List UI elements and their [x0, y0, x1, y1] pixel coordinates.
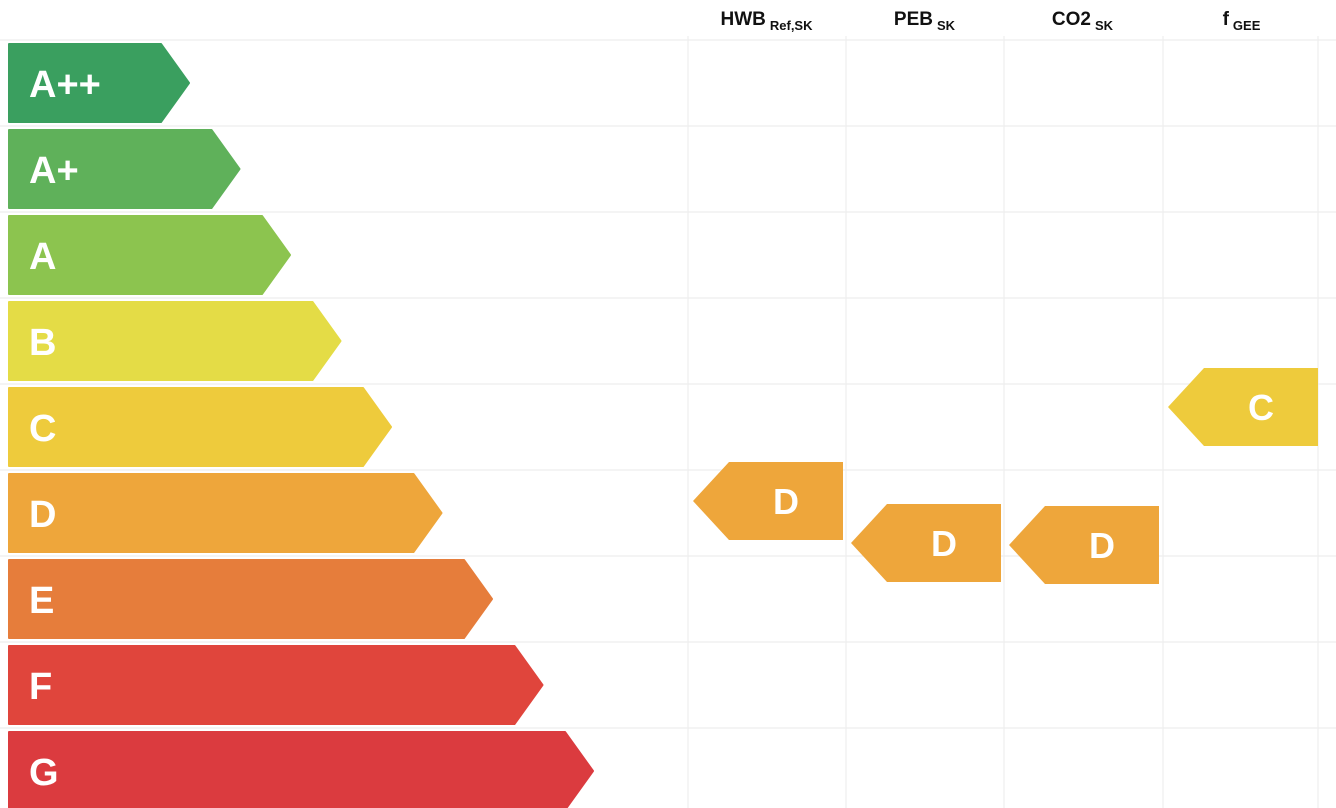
column-header-hwb-main: HWB: [720, 9, 766, 30]
rating-label-hwb: D: [773, 481, 799, 522]
class-label-e: E: [29, 580, 54, 622]
class-label-a: A: [29, 236, 56, 278]
class-arrow-a: [8, 215, 291, 295]
class-label-aplusplus: A++: [29, 64, 101, 106]
rating-arrow-peb: [851, 504, 1001, 582]
rating-label-f: C: [1248, 387, 1274, 428]
rating-arrow-hwb: [693, 462, 843, 540]
class-label-f: F: [29, 666, 52, 708]
class-label-c: C: [29, 408, 56, 450]
class-arrow-c: [8, 387, 392, 467]
class-bar-d: D: [8, 473, 443, 553]
class-arrow-b: [8, 301, 342, 381]
class-arrow-d: [8, 473, 443, 553]
class-bar-b: B: [8, 301, 342, 381]
class-bar-f: F: [8, 645, 544, 725]
class-bar-g: G: [8, 731, 594, 808]
column-header-hwb-sub: Ref,SK: [769, 17, 813, 33]
column-header-fgee: f GEE: [1165, 5, 1318, 35]
column-header-hwb: HWB Ref,SK: [690, 5, 843, 35]
rating-markers: D D D C: [693, 368, 1318, 584]
class-label-d: D: [29, 494, 56, 536]
column-header-peb: PEB SK: [848, 5, 1001, 35]
class-bar-aplus: A+: [8, 129, 241, 209]
class-label-b: B: [29, 322, 56, 364]
column-header-peb-sub: SK: [937, 17, 956, 33]
class-label-g: G: [29, 752, 59, 794]
rating-arrow-co2: [1009, 506, 1159, 584]
class-arrow-g: [8, 731, 594, 808]
class-arrow-e: [8, 559, 493, 639]
column-header-peb-main: PEB: [893, 9, 933, 30]
rating-marker-peb: D: [851, 504, 1001, 582]
rating-marker-f: C: [1168, 368, 1318, 446]
column-header-co2-sub: SK: [1095, 17, 1114, 33]
column-header-fgee-main: f: [1222, 9, 1229, 30]
rating-marker-co2: D: [1009, 506, 1159, 584]
class-bar-a: A: [8, 215, 291, 295]
class-bar-c: C: [8, 387, 392, 467]
class-arrow-aplusplus: [8, 43, 190, 123]
class-arrow-f: [8, 645, 544, 725]
class-bar-aplusplus: A++: [8, 43, 190, 123]
rating-label-peb: D: [931, 523, 957, 564]
column-header-co2: CO2 SK: [1006, 5, 1159, 35]
rating-label-co2: D: [1089, 525, 1115, 566]
rating-marker-hwb: D: [693, 462, 843, 540]
column-header-co2-main: CO2: [1051, 9, 1091, 30]
column-header-fgee-sub: GEE: [1232, 17, 1261, 33]
rating-arrow-f: [1168, 368, 1318, 446]
class-label-aplus: A+: [29, 150, 79, 192]
class-bar-e: E: [8, 559, 493, 639]
class-arrow-aplus: [8, 129, 241, 209]
class-arrows: A++ A+ A B C D E F G: [8, 43, 594, 808]
